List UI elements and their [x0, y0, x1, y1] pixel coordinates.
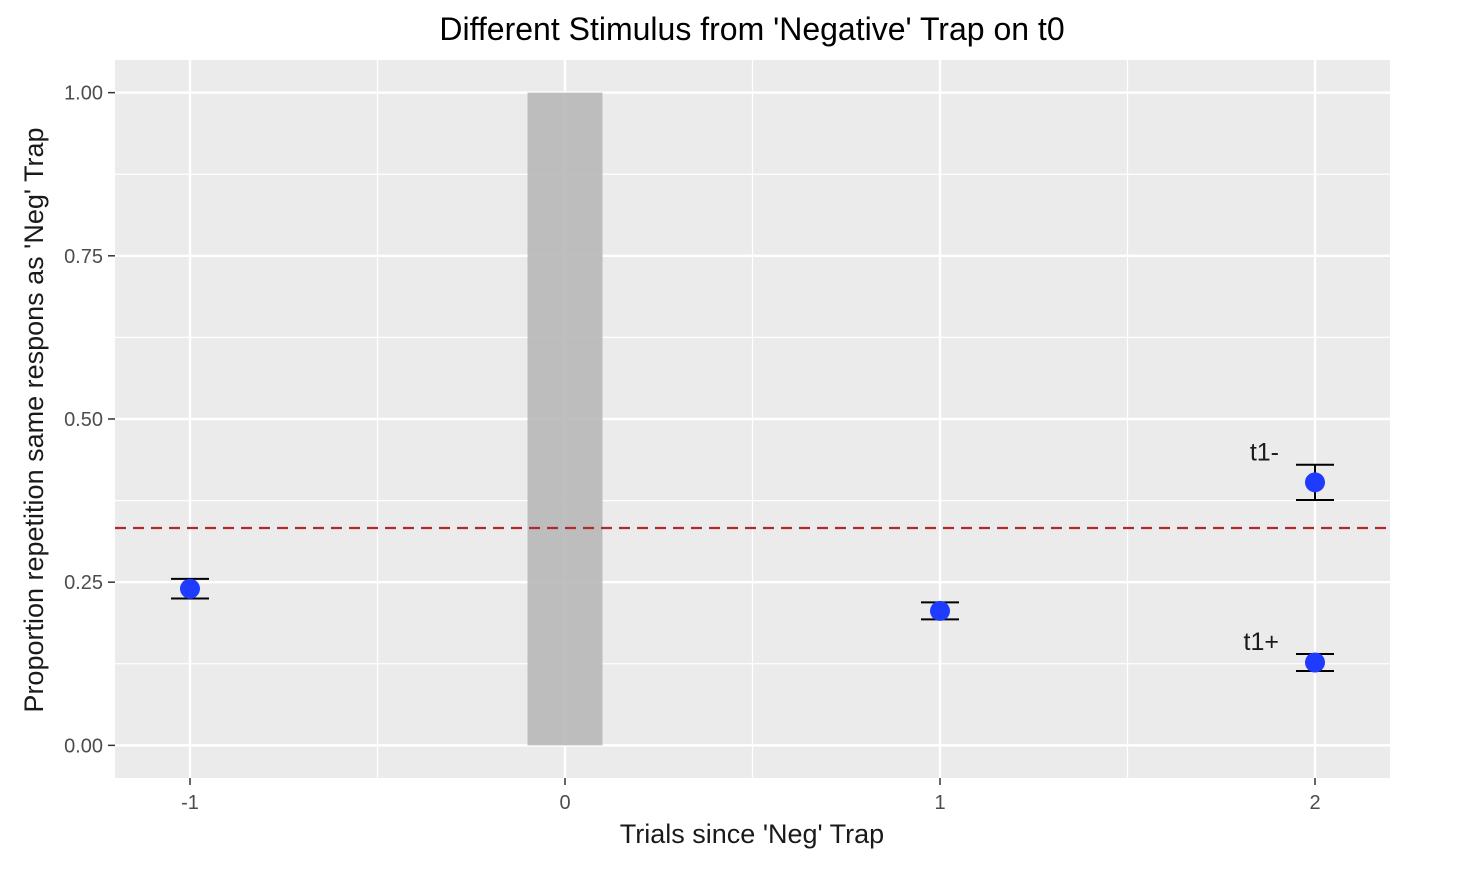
y-axis-title: Proportion repetition same respons as 'N…: [19, 127, 49, 712]
data-point-3: [1296, 652, 1334, 673]
annotations-layer: t1- t1+: [1244, 439, 1279, 656]
point-marker: [1305, 472, 1325, 493]
x-tick-label: 2: [1309, 792, 1320, 814]
point-marker: [180, 578, 200, 599]
data-point-0: [171, 577, 209, 600]
y-tick-label: 0.75: [64, 246, 103, 268]
x-axis-title: Trials since 'Neg' Trap: [620, 819, 884, 849]
x-tick-label: 0: [559, 792, 570, 814]
data-point-1: [921, 600, 959, 621]
highlight-band-layer: [527, 92, 603, 746]
chart-title: Different Stimulus from 'Negative' Trap …: [439, 11, 1064, 47]
y-tick-label: 0.50: [64, 409, 103, 431]
x-axis: -1 0 1 2: [181, 778, 1321, 814]
point-annotation: t1+: [1244, 628, 1279, 656]
data-point-2: [1296, 463, 1334, 501]
y-axis: 0.00 0.25 0.50 0.75 1.00: [64, 83, 115, 757]
y-tick-label: 0.25: [64, 572, 103, 594]
x-tick-label: 1: [934, 792, 945, 814]
y-tick-label: 1.00: [64, 83, 103, 105]
highlight-band: [527, 92, 603, 746]
point-annotation: t1-: [1250, 439, 1279, 467]
point-marker: [1305, 652, 1325, 673]
points-layer: [171, 463, 1334, 673]
x-tick-label: -1: [181, 792, 199, 814]
point-marker: [930, 600, 950, 621]
y-tick-label: 0.00: [64, 735, 103, 757]
